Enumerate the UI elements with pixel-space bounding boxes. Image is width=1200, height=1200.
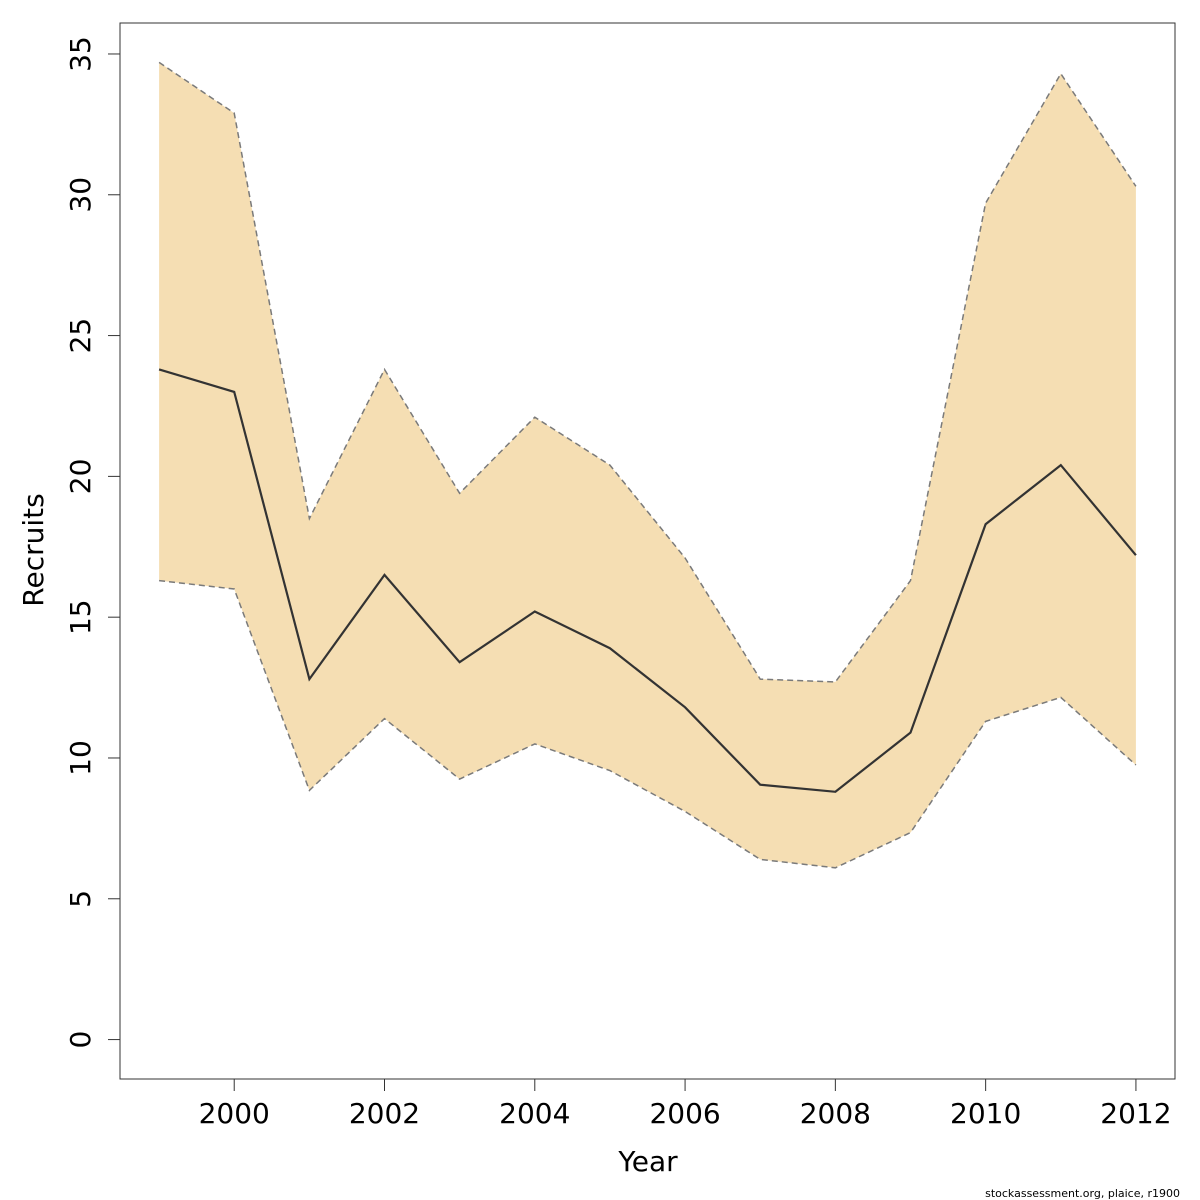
x-axis-title: Year	[617, 1145, 678, 1178]
axes-layer: 2000 2002 2004 2006 2008 2010 2012 0 5 10 15 20 25 30…	[64, 22, 1176, 1130]
x-tick-label: 2004	[499, 1097, 570, 1130]
confidence-band-layer	[158, 61, 1137, 869]
credit-text: stockassessment.org, plaice, r1900	[985, 1187, 1180, 1200]
x-tick-label: 2006	[649, 1097, 720, 1130]
y-tick-label: 10	[64, 740, 97, 776]
x-tick-label: 2000	[199, 1097, 270, 1130]
x-tick-label: 2002	[349, 1097, 420, 1130]
y-tick-label: 25	[64, 318, 97, 354]
x-tick-label: 2008	[800, 1097, 871, 1130]
confidence-band	[159, 62, 1136, 868]
estimate-line	[158, 368, 1137, 793]
y-tick-label: 15	[64, 599, 97, 635]
estimate-line-layer	[158, 368, 1137, 793]
y-tick-label: 20	[64, 459, 97, 495]
x-tick-label: 2010	[950, 1097, 1021, 1130]
plot-frame	[119, 22, 1176, 1080]
y-axis-title: Recruits	[17, 493, 50, 606]
x-tick-label: 2012	[1100, 1097, 1171, 1130]
upper-bound-line	[158, 61, 1137, 683]
y-tick-label: 30	[64, 177, 97, 213]
y-tick-label: 35	[64, 36, 97, 72]
y-tick-label: 0	[64, 1031, 97, 1049]
y-tick-label: 5	[64, 890, 97, 908]
